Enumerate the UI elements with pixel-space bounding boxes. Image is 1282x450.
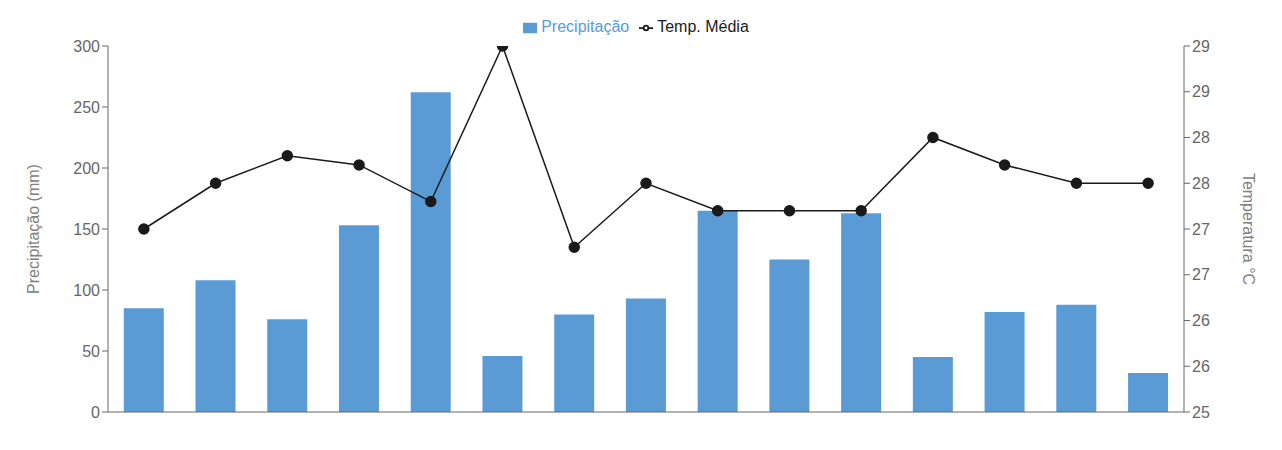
html-text:Precipitação: Precipitação	[541, 18, 630, 35]
svg-text:250: 250	[73, 99, 100, 116]
svg-text:26: 26	[1192, 358, 1210, 375]
html-text:Temp. Média: Temp. Média	[657, 18, 749, 35]
svg-text:50: 50	[82, 343, 100, 360]
svg-text:Temperatura °C: Temperatura °C	[1240, 173, 1257, 285]
svg-text:0: 0	[91, 404, 100, 421]
svg-text:26: 26	[1192, 312, 1210, 329]
svg-text:27: 27	[1192, 266, 1210, 283]
svg-text:29: 29	[1192, 83, 1210, 100]
svg-text:150: 150	[73, 221, 100, 238]
svg-text:28: 28	[1192, 129, 1210, 146]
svg-text:28: 28	[1192, 175, 1210, 192]
svg-text:200: 200	[73, 160, 100, 177]
svg-text:25: 25	[1192, 404, 1210, 421]
svg-text:Precipitação (mm): Precipitação (mm)	[25, 164, 42, 294]
svg-text:300: 300	[73, 38, 100, 55]
svg-text:100: 100	[73, 282, 100, 299]
svg-text:29: 29	[1192, 38, 1210, 55]
svg-text:27: 27	[1192, 221, 1210, 238]
